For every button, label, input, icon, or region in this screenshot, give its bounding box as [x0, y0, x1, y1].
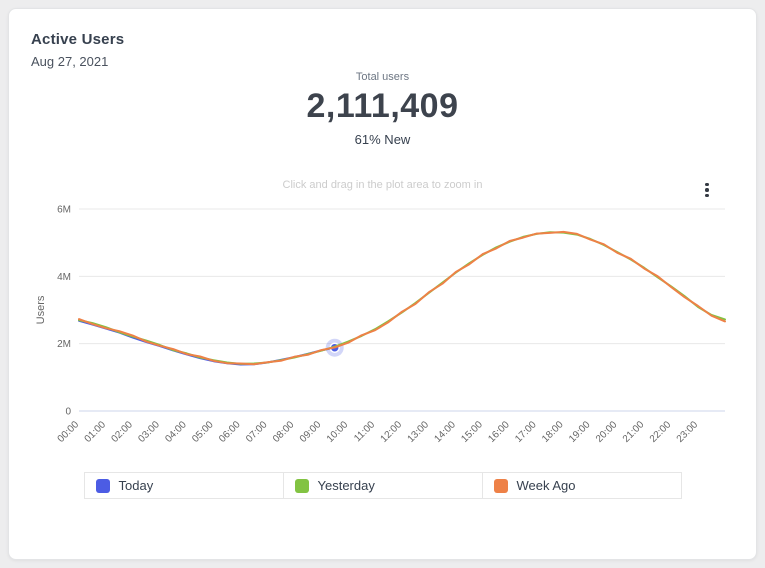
- x-axis-tick-label: 22:00: [648, 419, 674, 445]
- total-users-label: Total users: [355, 71, 410, 83]
- page-title: Active Users: [31, 31, 125, 48]
- chart-legend: Today Yesterday Week Ago: [83, 472, 683, 499]
- x-axis-tick-label: 08:00: [271, 419, 297, 445]
- x-axis-tick-label: 04:00: [163, 419, 189, 445]
- y-axis-tick-label: 0: [65, 407, 71, 418]
- x-axis-tick-label: 07:00: [244, 419, 270, 445]
- x-axis-tick-label: 21:00: [621, 419, 647, 445]
- total-users-block: Total users 2,111,409 61% New: [9, 71, 756, 147]
- x-axis-tick-label: 11:00: [352, 419, 377, 444]
- x-axis-tick-label: 12:00: [379, 419, 405, 445]
- x-axis-tick-label: 09:00: [298, 419, 324, 445]
- chart-series-week-ago[interactable]: [78, 230, 726, 366]
- x-axis-tick-label: 14:00: [432, 419, 458, 445]
- y-axis-tick-label: 2M: [57, 339, 71, 350]
- x-axis-tick-label: 17:00: [513, 419, 539, 445]
- y-axis-tick-label: 4M: [57, 272, 71, 283]
- total-users-value: 2,111,409: [306, 87, 459, 125]
- chart-subtitle: Click and drag in the plot area to zoom …: [282, 179, 483, 191]
- x-axis-tick-label: 02:00: [109, 419, 135, 445]
- week-ago-swatch-icon: [493, 478, 508, 493]
- x-axis-tick-label: 19:00: [567, 419, 593, 445]
- x-axis-tick-label: 03:00: [136, 419, 162, 445]
- kebab-menu-icon[interactable]: [696, 179, 718, 201]
- x-axis-tick-label: 10:00: [325, 419, 351, 445]
- x-axis-tick-label: 18:00: [540, 419, 566, 445]
- x-axis-tick-label: 01:00: [83, 419, 109, 445]
- legend-label: Today: [118, 478, 154, 493]
- x-axis-tick-label: 20:00: [594, 419, 620, 445]
- line-chart[interactable]: 0 2M 4M 6M 00:00 01:00 02:00 03:00 04:00 05:00 06:…: [31, 197, 736, 463]
- today-swatch-icon: [95, 478, 110, 493]
- legend-item-today[interactable]: Today: [83, 472, 284, 499]
- x-axis-tick-label: 05:00: [190, 419, 216, 445]
- card-header: Active Users Aug 27, 2021: [9, 9, 756, 69]
- legend-item-week-ago[interactable]: Week Ago: [481, 472, 682, 499]
- x-axis-tick-label: 13:00: [406, 419, 432, 445]
- active-users-card: Active Users Aug 27, 2021 Total users 2,…: [8, 8, 757, 560]
- chart-area: 0 2M 4M 6M 00:00 01:00 02:00 03:00 04:00 05:00 06:…: [9, 191, 756, 468]
- legend-label: Week Ago: [516, 478, 576, 493]
- legend-label: Yesterday: [317, 478, 375, 493]
- yesterday-swatch-icon: [294, 478, 309, 493]
- y-axis-tick-label: 6M: [57, 205, 71, 216]
- card-date: Aug 27, 2021: [31, 54, 109, 69]
- y-axis-title: Users: [35, 295, 47, 324]
- x-axis-tick-label: 06:00: [217, 419, 243, 445]
- x-axis-tick-label: 15:00: [459, 419, 485, 445]
- percent-new-label: 61% New: [354, 132, 411, 147]
- x-axis-tick-label: 16:00: [486, 419, 512, 445]
- x-axis-tick-label: 00:00: [56, 419, 82, 445]
- x-axis-tick-label: 23:00: [675, 419, 701, 445]
- legend-item-yesterday[interactable]: Yesterday: [282, 472, 483, 499]
